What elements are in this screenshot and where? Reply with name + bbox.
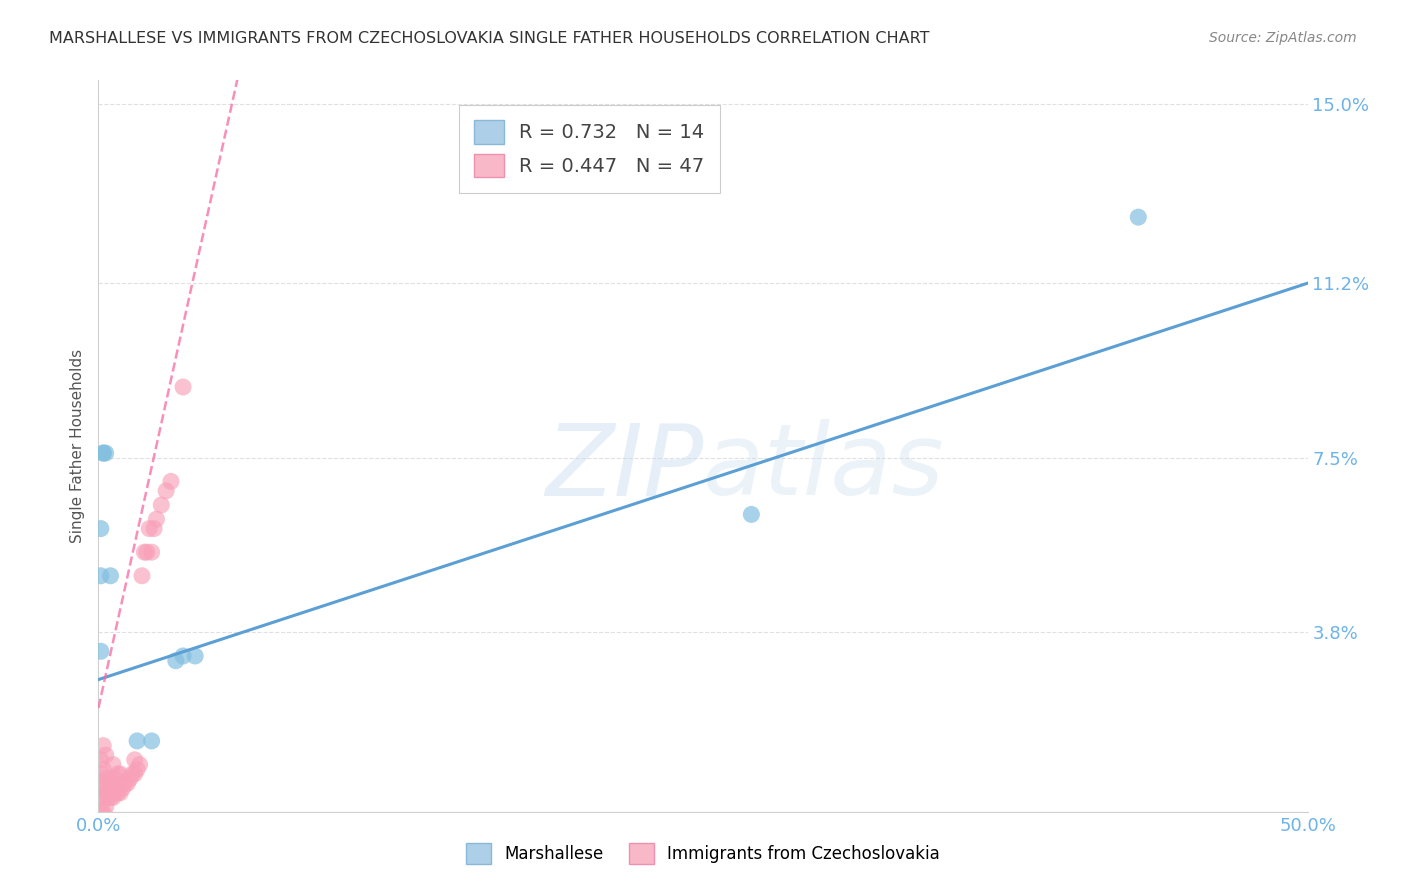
- Point: [94, 772, 117, 786]
- Point: [740, 508, 762, 522]
- Point: [107, 786, 129, 800]
- Point: [91, 776, 114, 790]
- Point: [100, 772, 122, 786]
- Point: [90, 767, 112, 781]
- Point: [128, 757, 150, 772]
- Point: [97, 776, 120, 790]
- Point: [124, 767, 146, 781]
- Point: [165, 654, 187, 668]
- Point: [141, 545, 163, 559]
- Legend: R = 0.732   N = 14, R = 0.447   N = 47: R = 0.732 N = 14, R = 0.447 N = 47: [458, 104, 720, 193]
- Point: [104, 772, 127, 786]
- Point: [100, 568, 122, 582]
- Point: [150, 498, 173, 512]
- Point: [90, 522, 112, 536]
- Point: [141, 734, 163, 748]
- Point: [108, 786, 131, 800]
- Point: [172, 380, 194, 394]
- Point: [91, 762, 114, 776]
- Point: [90, 568, 112, 582]
- Point: [114, 776, 136, 790]
- Point: [155, 483, 177, 498]
- Text: ZIP: ZIP: [544, 419, 703, 516]
- Y-axis label: Single Father Households: Single Father Households: [69, 349, 84, 543]
- Point: [118, 772, 141, 786]
- Point: [90, 781, 112, 796]
- Point: [94, 786, 117, 800]
- Point: [91, 446, 114, 460]
- Point: [127, 734, 149, 748]
- Point: [94, 748, 117, 763]
- Point: [91, 790, 114, 805]
- Point: [127, 762, 149, 776]
- Text: Source: ZipAtlas.com: Source: ZipAtlas.com: [1209, 31, 1357, 45]
- Point: [101, 776, 124, 790]
- Point: [135, 545, 157, 559]
- Point: [143, 522, 166, 536]
- Point: [104, 786, 127, 800]
- Point: [107, 767, 129, 781]
- Point: [91, 805, 114, 819]
- Point: [90, 753, 112, 767]
- Point: [91, 446, 114, 460]
- Text: MARSHALLESE VS IMMIGRANTS FROM CZECHOSLOVAKIA SINGLE FATHER HOUSEHOLDS CORRELATI: MARSHALLESE VS IMMIGRANTS FROM CZECHOSLO…: [49, 31, 929, 46]
- Legend: Marshallese, Immigrants from Czechoslovakia: Marshallese, Immigrants from Czechoslova…: [460, 837, 946, 871]
- Point: [101, 790, 124, 805]
- Point: [100, 790, 122, 805]
- Point: [108, 767, 131, 781]
- Point: [90, 805, 112, 819]
- Point: [121, 767, 143, 781]
- Point: [134, 545, 156, 559]
- Point: [184, 648, 207, 663]
- Point: [138, 522, 160, 536]
- Point: [172, 648, 194, 663]
- Point: [90, 644, 112, 658]
- Point: [97, 790, 120, 805]
- Point: [94, 446, 117, 460]
- Text: atlas: atlas: [703, 419, 945, 516]
- Point: [131, 568, 153, 582]
- Point: [94, 800, 117, 814]
- Point: [124, 753, 146, 767]
- Point: [117, 776, 139, 790]
- Point: [145, 512, 167, 526]
- Point: [90, 790, 112, 805]
- Point: [91, 739, 114, 753]
- Point: [160, 475, 183, 489]
- Point: [101, 757, 124, 772]
- Point: [1128, 210, 1150, 224]
- Point: [111, 781, 134, 796]
